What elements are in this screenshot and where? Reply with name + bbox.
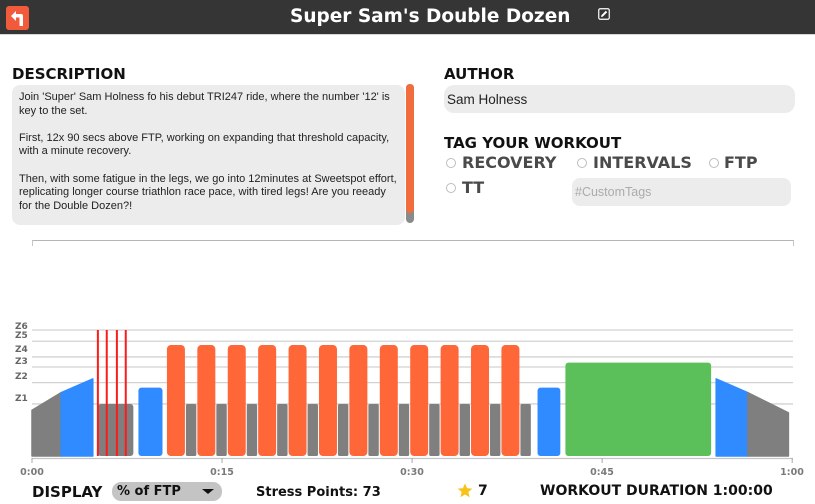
- star-icon: [457, 483, 473, 498]
- x-tick-label: 0:15: [210, 467, 234, 478]
- description-paragraph: Then, with some fatigue in the legs, we …: [19, 172, 397, 212]
- interval-on-block[interactable]: [501, 345, 520, 456]
- cooldown-ramp-block[interactable]: [715, 378, 749, 457]
- zone-label-z5: Z5: [15, 331, 28, 341]
- tag-workout-label: TAG YOUR WORKOUT: [444, 134, 622, 152]
- description-scrollbar[interactable]: [406, 84, 414, 223]
- zone-label-z3: Z3: [15, 357, 28, 367]
- workout-duration: WORKOUT DURATION 1:00:00: [540, 483, 773, 499]
- x-tick-label: 0:45: [590, 467, 614, 478]
- warmup-ramp-block[interactable]: [31, 391, 62, 457]
- description-scrollbar-thumb[interactable]: [406, 84, 414, 213]
- interval-on-block[interactable]: [318, 345, 337, 456]
- description-textarea[interactable]: Join 'Super' Sam Holness fo his debut TR…: [12, 85, 405, 225]
- cooldown-ramp-block[interactable]: [747, 391, 790, 457]
- tag-tt-radio[interactable]: [446, 183, 456, 193]
- interval-on-block[interactable]: [166, 345, 185, 456]
- zone-label-z1: Z1: [15, 394, 28, 404]
- interval-recovery-block[interactable]: [490, 403, 501, 456]
- interval-recovery-block[interactable]: [216, 403, 227, 456]
- interval-recovery-block[interactable]: [307, 403, 318, 456]
- interval-on-block[interactable]: [410, 345, 429, 456]
- interval-recovery-block[interactable]: [520, 403, 531, 456]
- tag-intervals-radio[interactable]: [577, 158, 587, 168]
- interval-recovery-block[interactable]: [246, 403, 258, 456]
- zone-label-z4: Z4: [15, 345, 28, 355]
- tag-ftp-radio[interactable]: [709, 158, 719, 168]
- interval-recovery-block[interactable]: [368, 403, 379, 456]
- interval-on-block[interactable]: [349, 345, 368, 456]
- interval-on-block[interactable]: [379, 345, 398, 456]
- workout-title: Super Sam's Double Dozen: [290, 6, 571, 27]
- back-button[interactable]: [6, 6, 29, 30]
- edit-icon[interactable]: [598, 8, 610, 20]
- interval-on-block[interactable]: [471, 345, 490, 456]
- interval-recovery-block[interactable]: [459, 403, 471, 456]
- zone-label-z6: Z6: [15, 322, 28, 332]
- interval-recovery-block[interactable]: [277, 403, 288, 456]
- display-mode-value: % of FTP: [117, 484, 181, 499]
- interval-on-block[interactable]: [258, 345, 277, 456]
- chevron-down-icon: [202, 489, 214, 494]
- description-label: DESCRIPTION: [12, 65, 126, 83]
- tag-recovery-label[interactable]: RECOVERY: [462, 153, 557, 172]
- x-tick-label: 0:00: [20, 467, 44, 478]
- x-tick-label: 1:00: [780, 467, 804, 478]
- description-paragraph: Join 'Super' Sam Holness fo his debut TR…: [19, 91, 390, 117]
- chart-frame: [32, 240, 794, 246]
- interval-recovery-block[interactable]: [429, 403, 440, 456]
- interval-recovery-block[interactable]: [398, 403, 410, 456]
- tag-recovery-radio[interactable]: [446, 158, 456, 168]
- rating-value: 7: [478, 483, 488, 499]
- interval-on-block[interactable]: [197, 345, 216, 456]
- interval-on-block[interactable]: [440, 345, 459, 456]
- steady-state-block[interactable]: [97, 403, 134, 456]
- steady-state-block[interactable]: [138, 387, 163, 456]
- stress-points: Stress Points: 73: [256, 485, 381, 500]
- steady-state-block[interactable]: [565, 362, 712, 456]
- interval-on-block[interactable]: [227, 345, 246, 456]
- zone-label-z2: Z2: [15, 372, 28, 382]
- title-bar: [0, 0, 815, 35]
- description-text: Join 'Super' Sam Holness fo his debut TR…: [19, 91, 397, 225]
- tag-intervals-label[interactable]: INTERVALS: [593, 153, 692, 172]
- tag-tt-label[interactable]: TT: [462, 178, 485, 197]
- display-label: DISPLAY: [32, 483, 103, 501]
- interval-recovery-block[interactable]: [337, 403, 349, 456]
- interval-on-block[interactable]: [288, 345, 307, 456]
- display-mode-dropdown[interactable]: % of FTP: [112, 482, 222, 501]
- tag-ftp-label[interactable]: FTP: [724, 153, 758, 172]
- custom-tags-input[interactable]: [572, 178, 791, 206]
- steady-state-block[interactable]: [537, 387, 561, 456]
- author-input[interactable]: [444, 85, 795, 113]
- description-paragraph: First, 12x 90 secs above FTP, working on…: [19, 131, 390, 158]
- x-tick-label: 0:30: [400, 467, 424, 478]
- back-arrow-icon: [11, 10, 23, 26]
- interval-recovery-block[interactable]: [185, 403, 197, 456]
- author-label: AUTHOR: [444, 65, 515, 83]
- warmup-ramp-block[interactable]: [60, 378, 94, 457]
